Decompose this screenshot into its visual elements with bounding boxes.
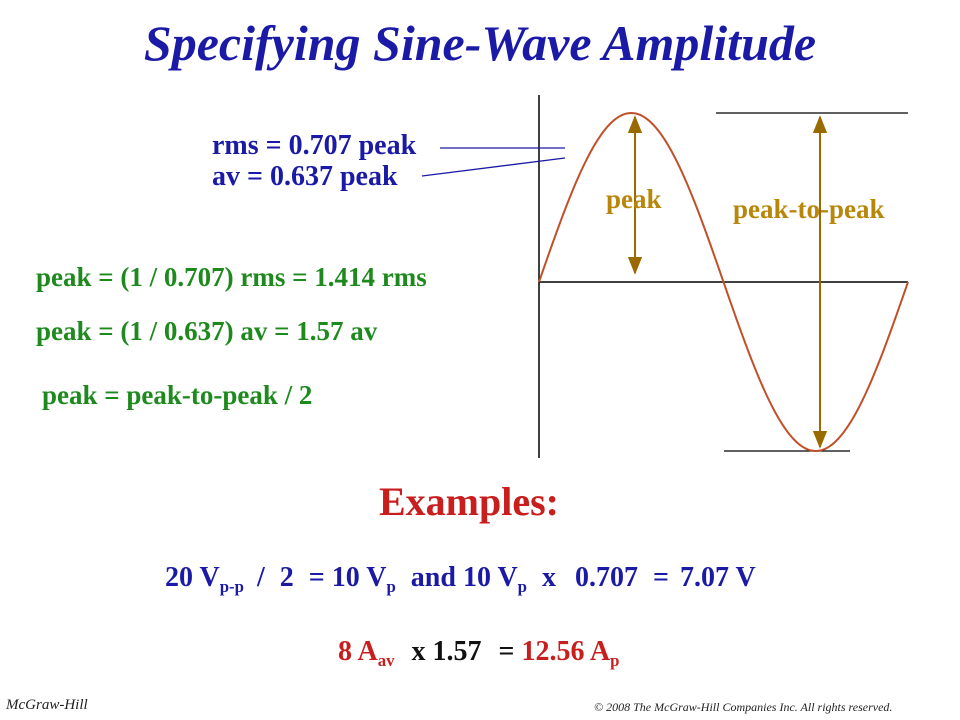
slide-title: Specifying Sine-Wave Amplitude: [143, 15, 817, 71]
example-1: 20 Vp-p / 2 = 10 Vp and 10 Vp x 0.707 = …: [165, 562, 756, 597]
example-1-factor: 0.707: [575, 562, 639, 593]
example-2-value-aav: 8 Aav: [338, 636, 395, 670]
peak-to-peak-label: peak-to-peak: [733, 194, 885, 224]
av-label: av = 0.637 peak: [212, 161, 398, 192]
formula-av: peak = (1 / 0.637) av = 1.57 av: [36, 316, 378, 346]
example-1-divide: /: [256, 562, 265, 593]
example-2-operation: x 1.57: [411, 636, 482, 667]
av-leader-line: [421, 157, 566, 177]
formula-peak-to-peak: peak = peak-to-peak / 2: [42, 380, 313, 410]
example-1-and: and: [410, 562, 456, 593]
example-1-divisor: 2: [279, 562, 294, 593]
formula-rms: peak = (1 / 0.707) rms = 1.414 rms: [36, 262, 427, 292]
example-1-times: x: [542, 562, 557, 593]
footer-copyright: © 2008 The McGraw-Hill Companies Inc. Al…: [594, 700, 893, 714]
example-1-value-vp: 10 Vp: [331, 562, 396, 596]
rms-label: rms = 0.707 peak: [212, 130, 417, 161]
example-1-value-vp-2: 10 Vp: [462, 562, 528, 596]
examples-heading: Examples:: [379, 479, 559, 524]
sine-wave: [538, 111, 909, 453]
example-1-equals-2: =: [653, 562, 669, 593]
example-1-equals-1: =: [308, 562, 325, 593]
example-1-result: 7.07 V: [679, 562, 756, 593]
example-1-value-vpp: 20 Vp-p: [165, 562, 244, 596]
footer-publisher: McGraw-Hill: [6, 697, 88, 713]
example-2: 8 Aav x 1.57 = 12.56 Ap: [338, 636, 619, 671]
example-2-equals: =: [498, 636, 515, 667]
example-2-result: 12.56 Ap: [521, 636, 620, 670]
peak-label: peak: [606, 184, 662, 214]
